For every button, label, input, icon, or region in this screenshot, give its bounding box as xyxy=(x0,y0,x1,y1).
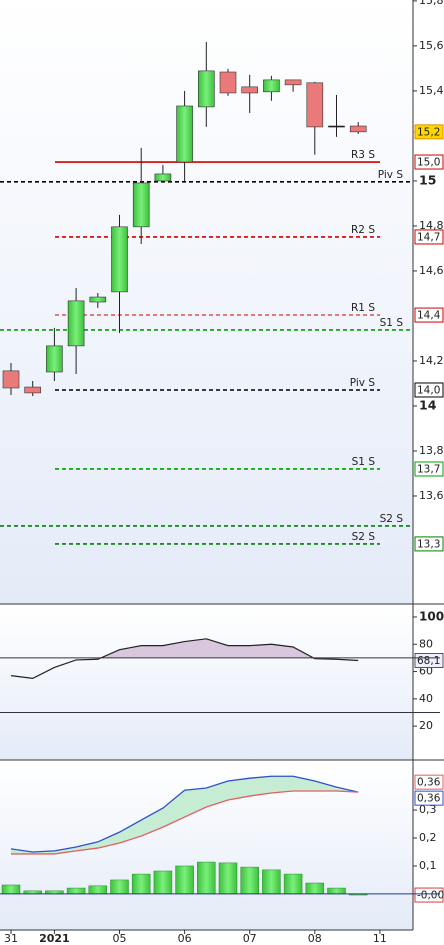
level-axis-label-box xyxy=(414,154,444,170)
histogram-bar xyxy=(175,865,194,895)
level-axis-label: 14,4 xyxy=(417,310,441,322)
y-tick-label: 14,8 xyxy=(419,219,444,232)
value-label-box xyxy=(414,774,444,790)
y-tick-label: 20 xyxy=(419,719,433,732)
histogram-bar xyxy=(327,887,346,895)
value-label-box xyxy=(414,653,444,669)
x-tick-label: 08 xyxy=(308,932,322,945)
level-axis-label-box xyxy=(414,536,444,552)
level-label: S1 S xyxy=(352,456,376,468)
y-tick-label: 14 xyxy=(419,397,437,412)
y-tick-label: 14,6 xyxy=(419,264,444,277)
histogram-bar xyxy=(1,884,21,895)
histogram-bar xyxy=(197,861,216,895)
x-tick-label: 2021 xyxy=(39,932,70,945)
y-tick-label: 15,4 xyxy=(419,84,444,97)
rsi-panel-bg xyxy=(0,604,413,760)
candle-body xyxy=(263,79,280,93)
rsi-line xyxy=(10,638,359,680)
level-label: Piv S xyxy=(378,169,404,181)
candle-body xyxy=(306,82,324,128)
level-axis-label: 14,0 xyxy=(417,384,440,396)
histogram-bar xyxy=(88,885,108,895)
candle-body xyxy=(349,125,367,133)
candle-body xyxy=(67,300,85,347)
rsi-fill xyxy=(100,638,314,658)
level-label: S2 S xyxy=(380,513,404,525)
y-tick-label: 14,2 xyxy=(419,354,444,367)
level-axis-label: 14,7 xyxy=(417,231,440,243)
level-label: R2 S xyxy=(351,224,375,236)
value-label: 0,36 xyxy=(417,777,441,789)
value-label: -0,00 xyxy=(417,890,444,902)
last-price-label: 15,2 xyxy=(417,126,440,138)
histogram-bar xyxy=(283,873,303,895)
candle-body xyxy=(132,182,150,228)
candle-body xyxy=(24,386,42,394)
x-tick-label: 05 xyxy=(113,932,127,945)
candle-body xyxy=(89,296,107,303)
level-label: R1 S xyxy=(351,302,375,314)
value-label-box xyxy=(414,887,444,903)
level-axis-label: 13,7 xyxy=(417,463,440,475)
y-tick-label: 15,8 xyxy=(419,0,444,7)
last-price-label-box xyxy=(414,124,444,140)
candle-body xyxy=(328,125,345,128)
level-axis-label-box xyxy=(414,461,444,477)
level-axis-label-box xyxy=(414,307,444,323)
histogram-bar xyxy=(110,879,129,895)
macd-panel-bg xyxy=(0,760,413,930)
y-tick-label: 40 xyxy=(419,692,433,705)
y-tick-label: 15,6 xyxy=(419,39,444,52)
candle-body xyxy=(46,345,63,373)
x-tick-label: 06 xyxy=(178,932,192,945)
level-label: S2 S xyxy=(352,531,376,543)
macd-fill xyxy=(11,776,359,854)
histogram-bar xyxy=(66,887,86,895)
value-label-box xyxy=(414,790,444,806)
histogram-bar xyxy=(262,869,281,895)
macd-line xyxy=(11,790,359,855)
y-tick-label: 13,8 xyxy=(419,444,444,457)
macd-line xyxy=(10,775,359,853)
histogram-bar xyxy=(131,873,151,895)
histogram-bar xyxy=(240,866,259,895)
y-tick-label: 100 xyxy=(419,609,444,623)
y-tick-label: 0,1 xyxy=(419,859,437,872)
x-tick-label: 11 xyxy=(373,932,387,945)
histogram-bar xyxy=(305,882,325,895)
plot-area xyxy=(0,41,413,896)
value-label: 0,36 xyxy=(417,793,441,805)
histogram-bar xyxy=(153,870,173,895)
level-axis-label-box xyxy=(414,382,444,398)
x-tick-label: 07 xyxy=(243,932,257,945)
candle-body xyxy=(2,370,20,389)
candle-body xyxy=(284,79,302,86)
level-axis-label: 15,0 xyxy=(417,157,440,169)
level-axis-label: 13,3 xyxy=(417,538,440,550)
y-tick-label: 0,3 xyxy=(419,803,437,816)
candle-body xyxy=(176,105,193,163)
level-label: R3 S xyxy=(351,149,375,161)
candle-body xyxy=(241,86,258,94)
candle-body xyxy=(198,70,215,108)
x-tick-label: 31 xyxy=(4,932,18,945)
y-tick-label: 13,6 xyxy=(419,489,444,502)
histogram-bar xyxy=(218,862,238,895)
candle-body xyxy=(154,173,172,182)
level-axis-label-box xyxy=(414,229,444,245)
y-tick-label: 0,2 xyxy=(419,831,437,844)
candle-body xyxy=(111,226,128,293)
level-label: S1 S xyxy=(380,317,404,329)
y-tick-label: 15 xyxy=(419,172,436,187)
level-label: Piv S xyxy=(350,377,376,389)
value-label: 68,1 xyxy=(417,655,440,667)
candle-body xyxy=(219,71,237,94)
y-tick-label: 80 xyxy=(419,637,433,650)
